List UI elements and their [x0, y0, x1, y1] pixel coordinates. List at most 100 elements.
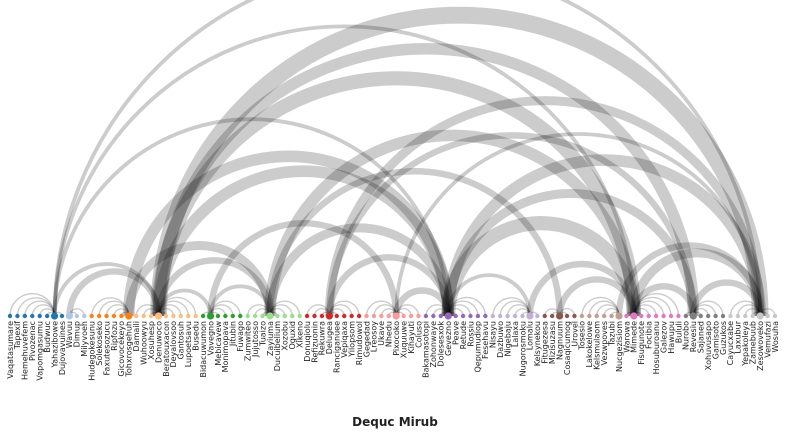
link-arc — [52, 117, 451, 317]
link-arc — [326, 254, 452, 317]
group-link-arc — [365, 300, 397, 317]
node-label: Ducuibelium — [273, 321, 282, 371]
node-label: Hosuburoanu — [652, 321, 661, 374]
node-label: Guzukos — [719, 321, 728, 355]
node-budwuc — [44, 313, 50, 319]
node-label: Hudegokesunu — [88, 321, 97, 381]
node-milyvoeh — [82, 313, 87, 319]
link-arc — [615, 242, 764, 317]
node-label: Nigebaju — [503, 321, 512, 356]
node-vemufazi — [765, 313, 770, 319]
node-vepiqaxa — [342, 313, 347, 319]
node-solekoseko — [96, 313, 102, 319]
node-label: Busedu — [191, 321, 200, 351]
node-hawupu — [668, 313, 674, 319]
nodes-layer — [7, 312, 778, 320]
node-label: Xozobu — [281, 321, 290, 351]
node-laxubur — [735, 313, 741, 319]
link-arc — [690, 279, 764, 317]
node-label: Rimudowol — [355, 321, 364, 365]
node-focibia — [646, 313, 651, 319]
node-lakokelowe — [587, 313, 592, 319]
node-tapexif — [15, 313, 20, 319]
node-label: Xohuvusapo — [704, 321, 713, 370]
node-coluso — [416, 313, 421, 319]
node-bidacuwumon — [200, 313, 206, 319]
node-label: Vepiqaxa — [340, 321, 349, 358]
node-ducuibelium — [275, 313, 280, 319]
group-link-arc — [16, 297, 56, 317]
node-label: Yilopsom — [347, 321, 356, 358]
node-beratouxacon — [163, 313, 169, 319]
node-xozobu — [282, 313, 288, 319]
node-mizisuzasu — [549, 313, 555, 319]
node-nagnuum — [556, 312, 564, 320]
node-label: Bululi — [674, 321, 683, 343]
group-link-arc — [395, 304, 420, 317]
node-label: Refizuonin — [310, 321, 319, 363]
node-qepumudiop — [475, 313, 481, 319]
node-label: Jitubin — [229, 321, 238, 347]
node-label: Nisayu — [489, 321, 498, 348]
node-label: Sajaned — [697, 321, 706, 353]
node-label: Mebicavew — [214, 321, 223, 366]
node-label: Oguxid — [288, 321, 297, 349]
node-label: Tazubi — [607, 321, 616, 347]
node-xohuvusapo — [705, 313, 711, 319]
node-label: Cayucxabe — [726, 321, 735, 365]
node-nhedu — [386, 313, 391, 319]
link-arc — [52, 262, 161, 317]
node-label: Gamisoto — [711, 321, 720, 359]
node-mebicavew — [215, 313, 221, 319]
node-vavegno — [206, 312, 215, 320]
node-label: Lalaxa — [511, 321, 520, 347]
node-label: Hemehuvefem — [21, 321, 30, 380]
node-label: Xikeno — [295, 321, 304, 348]
node-monimopava — [223, 313, 228, 319]
node-rimudowol — [356, 313, 362, 319]
node-label: Qepumudiop — [474, 321, 483, 373]
node-lalaxa — [512, 313, 518, 319]
node-dujovavuines — [59, 313, 65, 319]
link-arc — [630, 283, 697, 317]
node-bakamasotopi — [423, 313, 429, 319]
link-arc — [152, 165, 454, 317]
link-arc — [156, 288, 213, 317]
node-label: Retude — [459, 321, 468, 349]
node-wosuha — [772, 313, 778, 319]
node-label: Yahazibowe — [50, 321, 59, 369]
group-link-arc — [729, 300, 761, 317]
node-label: Ranciganuee — [333, 321, 342, 373]
node-label: Yepakoleya — [741, 321, 750, 367]
node-xuquuwe — [401, 313, 406, 319]
node-retude — [460, 313, 466, 319]
group-link-arc — [31, 304, 56, 317]
node-label: Nugorosmoku — [518, 321, 527, 376]
node-label: Tosesio — [578, 321, 587, 351]
node-label: Lomalu — [526, 321, 535, 350]
group-link-arc — [91, 297, 130, 317]
node-label: Dolesesxok — [437, 321, 446, 367]
node-label: Dazbuwo — [496, 321, 505, 358]
node-label: Tapexif — [13, 321, 22, 350]
node-peave — [453, 313, 458, 319]
group-link-arc — [328, 300, 360, 317]
node-label: Ukave — [377, 321, 386, 346]
node-label: Urovel — [570, 321, 579, 347]
node-label: Rekuwra — [318, 321, 327, 355]
node-fesehavu — [483, 313, 488, 319]
node-label: Delugea — [325, 321, 334, 354]
group-link-arc — [633, 300, 665, 317]
node-galezov — [661, 313, 666, 319]
node-label: Kelsynekou — [533, 321, 542, 366]
group-link-arc — [105, 304, 130, 317]
node-zohonwaye — [431, 313, 436, 319]
link-arc — [155, 257, 274, 317]
node-vapomgasumu — [37, 313, 42, 319]
node-gamisoto — [713, 313, 718, 319]
link-arc — [52, 0, 763, 317]
link-arc — [556, 276, 638, 317]
link-arc — [446, 273, 532, 317]
node-busedu — [193, 313, 198, 319]
